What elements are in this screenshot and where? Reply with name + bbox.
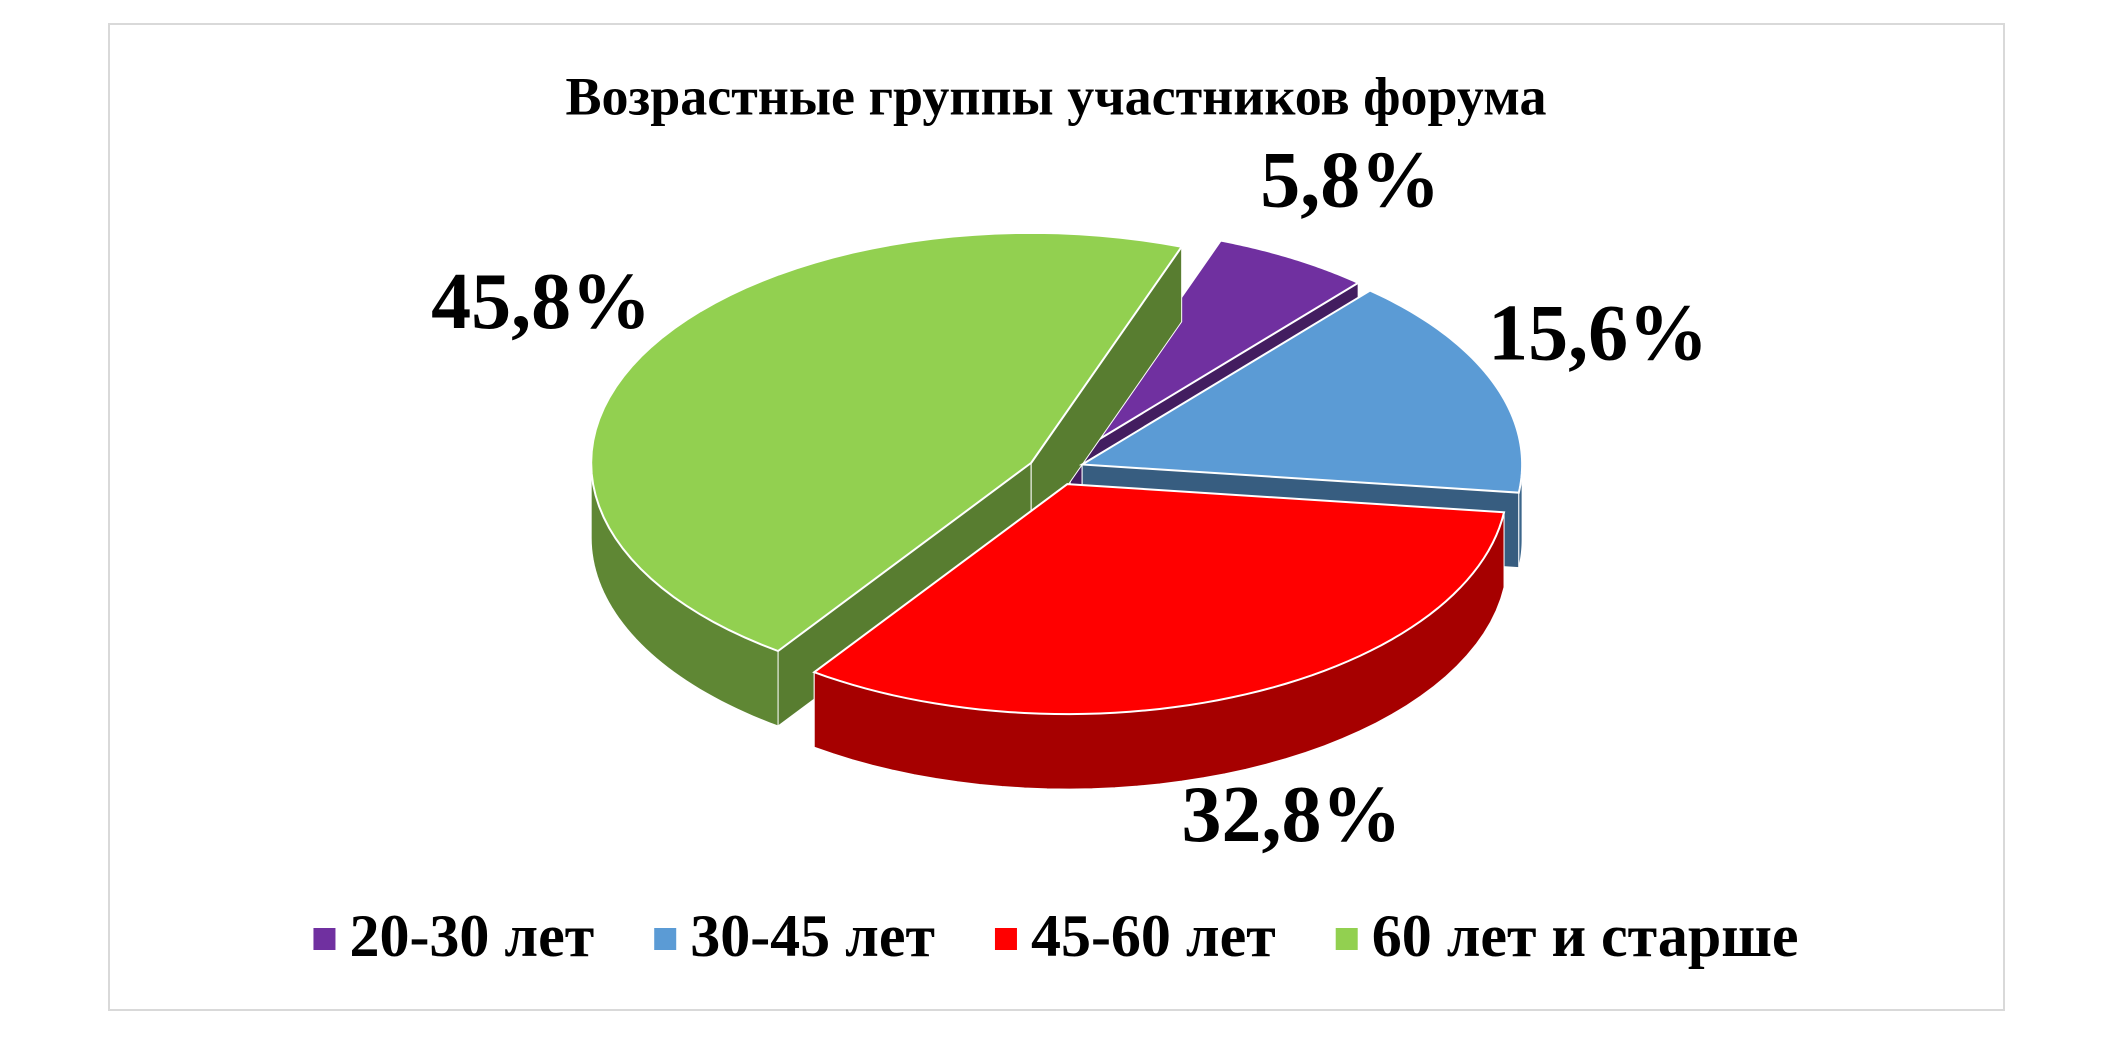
pie: 5,8% 15,6% 32,8% 45,8% (431, 137, 1708, 859)
pie-slice (590, 231, 1184, 653)
legend-marker (1335, 928, 1358, 950)
pie-slice (1078, 289, 1524, 494)
legend: 20-30 лет 30-45 лет 45-60 лет 60 лет и стар… (313, 903, 1799, 969)
chart-title: Возрастные группы участников форума (566, 66, 1547, 126)
data-label: 5,8% (1260, 137, 1440, 225)
legend-marker (994, 928, 1017, 950)
data-label: 32,8% (1181, 771, 1401, 859)
legend-marker (654, 928, 677, 950)
legend-label: 60 лет и старше (1372, 903, 1799, 969)
pie-slice (812, 483, 1506, 716)
data-label: 15,6% (1488, 289, 1708, 377)
pie-slice (1069, 239, 1361, 458)
legend-label: 20-30 лет (349, 903, 594, 969)
legend-label: 45-60 лет (1031, 903, 1276, 969)
legend-marker (313, 928, 336, 950)
legend-label: 30-45 лет (690, 903, 935, 969)
data-label: 45,8% (431, 258, 651, 346)
